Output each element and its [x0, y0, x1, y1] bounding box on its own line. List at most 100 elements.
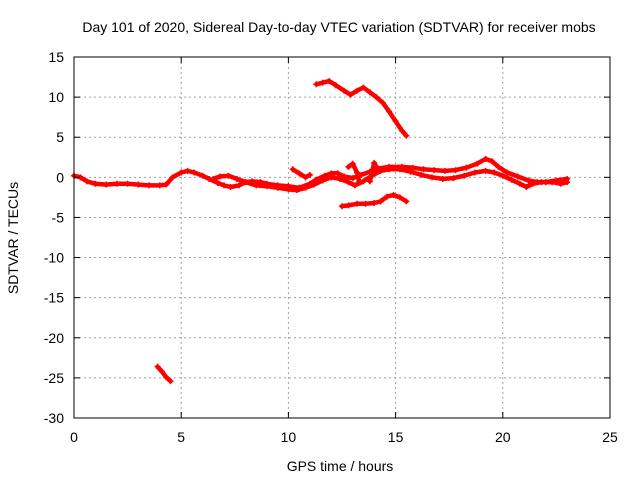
- data-point: [557, 180, 564, 187]
- data-point: [191, 169, 198, 176]
- data-point: [345, 202, 352, 209]
- data-point: [332, 82, 339, 89]
- x-tick-label: 20: [495, 429, 511, 445]
- series-spike-a: [290, 167, 313, 180]
- grid-lines: [74, 57, 610, 418]
- series-lower-segment: [339, 192, 409, 209]
- x-tick-label: 10: [281, 429, 297, 445]
- data-point: [92, 180, 99, 187]
- data-point: [103, 181, 110, 188]
- y-tick-label: 10: [48, 89, 64, 105]
- data-point: [450, 175, 457, 182]
- data-point: [113, 180, 120, 187]
- data-point: [296, 170, 303, 177]
- data-point: [339, 203, 345, 210]
- data-series: [71, 78, 571, 385]
- data-point: [334, 170, 341, 177]
- data-point: [167, 378, 174, 385]
- data-point: [371, 200, 378, 207]
- data-point: [263, 183, 270, 190]
- data-point: [221, 182, 228, 189]
- data-point: [163, 374, 170, 381]
- y-tick-label: -15: [44, 290, 64, 306]
- data-point: [253, 182, 260, 189]
- x-tick-label: 5: [177, 429, 185, 445]
- data-point: [124, 180, 131, 187]
- x-tick-label: 25: [602, 429, 618, 445]
- data-point: [379, 99, 386, 106]
- data-point: [156, 182, 163, 189]
- data-point: [274, 184, 281, 191]
- data-point: [169, 174, 176, 181]
- data-point: [529, 180, 536, 187]
- data-point: [399, 127, 406, 134]
- data-point: [154, 363, 161, 370]
- y-axis-label: SDTVAR / TECUs: [5, 182, 21, 294]
- data-point: [418, 171, 425, 178]
- data-point: [242, 179, 249, 186]
- data-point: [489, 158, 496, 165]
- data-point: [227, 183, 234, 190]
- data-point: [439, 175, 446, 182]
- y-tick-label: 5: [56, 129, 64, 145]
- data-point: [429, 174, 436, 181]
- data-point: [302, 184, 309, 191]
- data-point: [431, 167, 438, 174]
- data-point: [386, 166, 393, 173]
- data-point: [491, 169, 498, 176]
- y-tick-label: -5: [52, 209, 65, 225]
- data-point: [313, 81, 320, 88]
- data-point: [146, 182, 153, 189]
- data-point: [392, 118, 399, 125]
- y-tick-label: -30: [44, 410, 64, 426]
- x-tick-label: 0: [70, 429, 78, 445]
- data-point: [351, 182, 358, 189]
- y-tick-label: -25: [44, 370, 64, 386]
- data-point: [184, 167, 191, 174]
- data-point: [302, 174, 309, 181]
- series-spike-b: [346, 161, 362, 184]
- data-point: [538, 179, 545, 186]
- data-point: [216, 173, 223, 180]
- data-point: [354, 200, 361, 207]
- data-point: [403, 198, 410, 205]
- data-point: [508, 176, 515, 183]
- data-point: [504, 169, 511, 176]
- data-point: [356, 178, 363, 185]
- data-point: [362, 200, 369, 207]
- data-point: [214, 179, 221, 186]
- data-point: [366, 89, 373, 96]
- data-point: [233, 175, 240, 182]
- data-point: [354, 169, 361, 176]
- data-point: [516, 180, 523, 187]
- data-point: [377, 198, 384, 205]
- x-axis-label: GPS time / hours: [287, 458, 394, 474]
- data-point: [474, 160, 481, 167]
- data-point: [525, 177, 532, 184]
- data-point: [354, 87, 361, 94]
- data-point: [158, 368, 165, 375]
- x-tick-label: 15: [388, 429, 404, 445]
- data-point: [409, 164, 416, 171]
- data-point: [341, 87, 348, 94]
- data-point: [83, 178, 90, 185]
- data-point: [349, 160, 356, 167]
- data-point: [311, 181, 318, 188]
- y-tick-label: -20: [44, 330, 64, 346]
- series-upper-arc: [314, 78, 409, 138]
- data-point: [495, 163, 502, 170]
- data-point: [285, 186, 292, 193]
- data-point: [549, 179, 556, 186]
- data-point: [396, 194, 403, 201]
- data-point: [293, 187, 300, 194]
- data-point: [306, 171, 313, 178]
- data-point: [319, 177, 326, 184]
- data-point: [396, 166, 403, 173]
- data-point: [514, 173, 521, 180]
- data-point: [289, 166, 296, 173]
- data-point: [366, 178, 373, 185]
- data-point: [463, 164, 470, 171]
- data-point: [564, 179, 571, 186]
- y-tick-label: -10: [44, 250, 64, 266]
- axis-ticks: 0 5 10 15 20 25 15 10 5 0 -5 -10 -15 -20 -25 -30: [44, 49, 618, 445]
